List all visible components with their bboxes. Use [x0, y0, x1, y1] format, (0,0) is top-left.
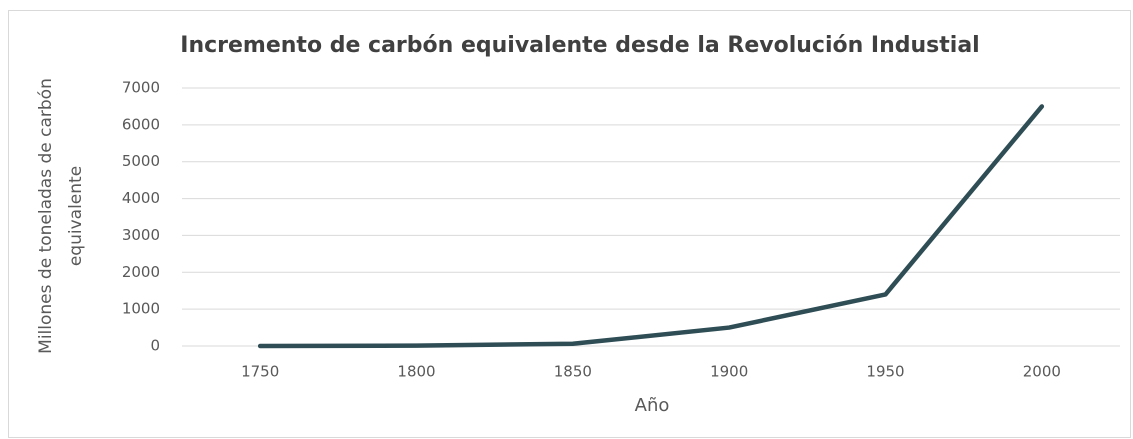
y-axis-title-line: equivalente	[66, 166, 86, 266]
y-tick-label: 3000	[122, 226, 160, 244]
x-tick-label: 1950	[866, 363, 904, 381]
y-axis-title-line: Millones de toneladas de carbón	[36, 78, 56, 354]
y-tick-label: 6000	[122, 115, 160, 133]
y-tick-label: 4000	[122, 189, 160, 207]
x-tick-label: 1750	[241, 363, 279, 381]
data-line	[257, 104, 1045, 349]
y-tick-label: 0	[150, 337, 160, 355]
x-tick-label: 2000	[1023, 363, 1061, 381]
chart-title: Incremento de carbón equivalente desde l…	[180, 33, 979, 58]
y-tick-label: 1000	[122, 300, 160, 318]
y-tick-label: 7000	[122, 79, 160, 97]
x-tick-label: 1850	[554, 363, 592, 381]
y-tick-label: 5000	[122, 152, 160, 170]
x-axis-title: Año	[635, 395, 670, 416]
y-axis-title: Millones de toneladas de carbón equivale…	[36, 78, 86, 354]
x-tick-label: 1900	[710, 363, 748, 381]
x-tick-label: 1800	[397, 363, 435, 381]
y-tick-label: 2000	[122, 263, 160, 281]
